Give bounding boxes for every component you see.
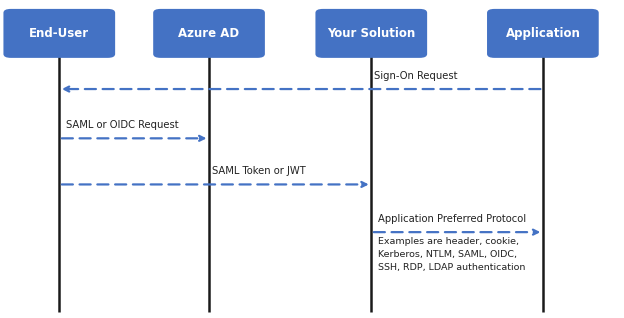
- Text: Sign-On Request: Sign-On Request: [374, 71, 458, 81]
- Text: Examples are header, cookie,
Kerberos, NTLM, SAML, OIDC,
SSH, RDP, LDAP authenti: Examples are header, cookie, Kerberos, N…: [378, 237, 525, 272]
- FancyBboxPatch shape: [315, 9, 427, 58]
- FancyBboxPatch shape: [4, 9, 115, 58]
- Text: SAML Token or JWT: SAML Token or JWT: [212, 167, 306, 176]
- FancyBboxPatch shape: [487, 9, 599, 58]
- Text: Azure AD: Azure AD: [178, 27, 240, 40]
- Text: SAML or OIDC Request: SAML or OIDC Request: [66, 121, 178, 130]
- FancyBboxPatch shape: [154, 9, 265, 58]
- Text: End-User: End-User: [29, 27, 89, 40]
- Text: Your Solution: Your Solution: [327, 27, 416, 40]
- Text: Application: Application: [505, 27, 580, 40]
- Text: Application Preferred Protocol: Application Preferred Protocol: [378, 214, 525, 224]
